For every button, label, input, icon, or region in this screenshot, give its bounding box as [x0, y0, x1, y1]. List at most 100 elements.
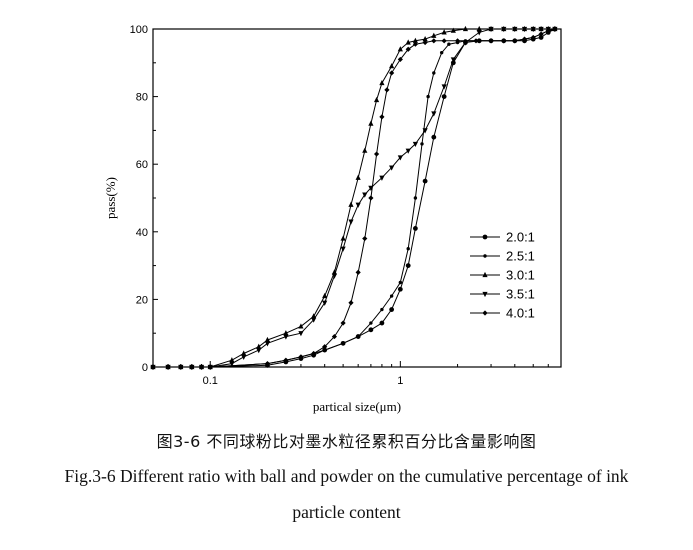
data-point [379, 114, 385, 120]
series-2-0-1 [150, 26, 558, 370]
data-point [256, 348, 262, 354]
x-tick-label: 0.1 [203, 375, 218, 387]
data-point [405, 39, 411, 45]
data-point [311, 350, 317, 357]
data-point [283, 357, 289, 363]
series-line [153, 28, 555, 368]
caption-english-line2: particle content [292, 502, 401, 522]
data-point [431, 38, 437, 44]
series-4-0-1 [150, 26, 558, 370]
data-point [379, 79, 385, 86]
data-point [538, 31, 544, 37]
data-point [368, 195, 374, 201]
y-tick-label: 60 [136, 159, 148, 171]
data-point [488, 38, 494, 44]
data-point [389, 165, 395, 171]
legend-label: 2.5:1 [506, 249, 535, 264]
data-point [389, 307, 395, 312]
data-point [397, 286, 403, 292]
data-point [355, 174, 361, 180]
data-point [362, 192, 368, 198]
legend-marker [482, 310, 488, 316]
data-point [398, 280, 403, 285]
data-point [450, 27, 456, 33]
data-point [322, 348, 327, 352]
data-point [340, 235, 346, 241]
data-point [439, 50, 444, 55]
data-point [431, 134, 437, 140]
data-point [264, 361, 271, 367]
data-point [412, 37, 418, 43]
data-point [264, 336, 271, 343]
data-point [355, 269, 361, 275]
data-point [322, 292, 328, 299]
data-point [150, 364, 156, 370]
data-point [412, 41, 418, 47]
legend-label: 4.0:1 [506, 306, 535, 321]
data-point [397, 155, 403, 161]
data-point [264, 341, 271, 347]
data-point [431, 32, 437, 38]
data-point [189, 364, 195, 370]
data-point [355, 202, 361, 208]
y-tick-label: 0 [142, 362, 148, 374]
data-point [413, 196, 418, 200]
caption-english-line1: Fig.3-6 Different ratio with ball and po… [64, 466, 629, 486]
data-point [447, 42, 451, 46]
data-point [241, 354, 247, 360]
legend-marker [482, 234, 488, 240]
plot-frame [152, 28, 562, 368]
y-axis-label: pass(%) [103, 177, 118, 219]
data-point [379, 175, 385, 181]
data-point [405, 46, 411, 52]
data-point [298, 331, 304, 337]
data-point [340, 320, 346, 326]
x-tick-label: 1 [397, 375, 403, 387]
data-point [379, 320, 385, 326]
data-point [397, 46, 403, 52]
data-point [229, 357, 235, 363]
series-line [153, 28, 556, 368]
data-point [373, 96, 380, 103]
data-point [538, 35, 544, 40]
data-point [538, 26, 544, 33]
data-point [545, 28, 551, 34]
data-point [530, 26, 536, 33]
data-point [384, 87, 390, 93]
data-point [362, 235, 368, 242]
data-point [476, 30, 482, 36]
x-axis-label: partical size(μm) [313, 399, 401, 414]
y-tick-label: 20 [136, 294, 148, 306]
data-point [476, 25, 482, 32]
data-point [198, 364, 205, 370]
data-point [341, 341, 345, 346]
data-point [405, 263, 411, 268]
data-point [389, 63, 395, 69]
data-point [340, 246, 346, 252]
data-point [422, 39, 428, 46]
legend-label: 3.5:1 [506, 287, 535, 302]
y-tick-label: 80 [136, 92, 148, 104]
data-point [501, 26, 507, 33]
chart: 0 20 40 60 80 100 0.1 1 2.0:1 2.5:1 3.0:1 3.5:1 4.0… [103, 24, 562, 414]
legend-marker [482, 271, 488, 278]
data-point [389, 70, 395, 76]
data-point [412, 226, 418, 231]
data-point [283, 334, 289, 340]
y-tick-label: 40 [136, 227, 148, 239]
data-point [178, 364, 184, 370]
data-point [348, 219, 354, 225]
data-point [441, 94, 447, 99]
data-point [530, 34, 536, 41]
data-point [420, 142, 424, 146]
legend-label: 2.0:1 [506, 230, 535, 245]
y-tick-label: 100 [130, 24, 148, 36]
data-point [441, 38, 447, 44]
data-point [405, 148, 411, 154]
data-point [426, 94, 430, 99]
data-point [165, 364, 171, 370]
data-point [331, 333, 338, 340]
data-point [207, 364, 213, 370]
data-point [488, 26, 494, 33]
series-3-5-1 [150, 26, 558, 371]
